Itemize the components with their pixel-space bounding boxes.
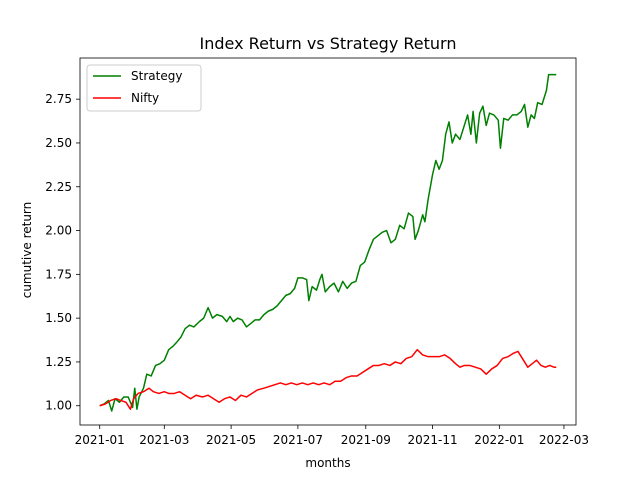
y-tick-label: 2.75 (45, 92, 72, 106)
x-tick-label: 2021-07 (273, 433, 323, 447)
y-tick-label: 1.75 (45, 267, 72, 281)
y-tick-label: 1.25 (45, 355, 72, 369)
axes-frame (79, 57, 577, 426)
x-tick-label: 2022-01 (474, 433, 524, 447)
legend-label-nifty: Nifty (131, 91, 159, 105)
y-axis-label: cumutive return (20, 202, 34, 299)
chart-title: Index Return vs Strategy Return (200, 34, 457, 53)
x-tick-label: 2022-03 (539, 433, 589, 447)
series-line-strategy (99, 73, 557, 412)
legend: Strategy Nifty (86, 64, 202, 112)
x-axis: 2021-01 2021-03 2021-05 2021-07 2021-09 2021-… (75, 425, 589, 447)
y-tick-label: 2.00 (45, 224, 72, 238)
x-tick-label: 2021-03 (139, 433, 189, 447)
x-tick-label: 2021-05 (206, 433, 256, 447)
plot-area (79, 57, 577, 426)
legend-label-strategy: Strategy (131, 69, 182, 83)
y-tick-label: 2.25 (45, 180, 72, 194)
x-tick-label: 2021-09 (341, 433, 391, 447)
x-tick-label: 2021-11 (407, 433, 457, 447)
x-tick-label: 2021-01 (75, 433, 125, 447)
y-axis: 1.00 1.25 1.50 1.75 2.00 2.25 2.50 2.75 (45, 92, 80, 413)
series-line-nifty (99, 348, 557, 410)
x-axis-label: months (305, 456, 350, 470)
y-tick-label: 1.50 (45, 311, 72, 325)
y-tick-label: 1.00 (45, 399, 72, 413)
y-tick-label: 2.50 (45, 136, 72, 150)
